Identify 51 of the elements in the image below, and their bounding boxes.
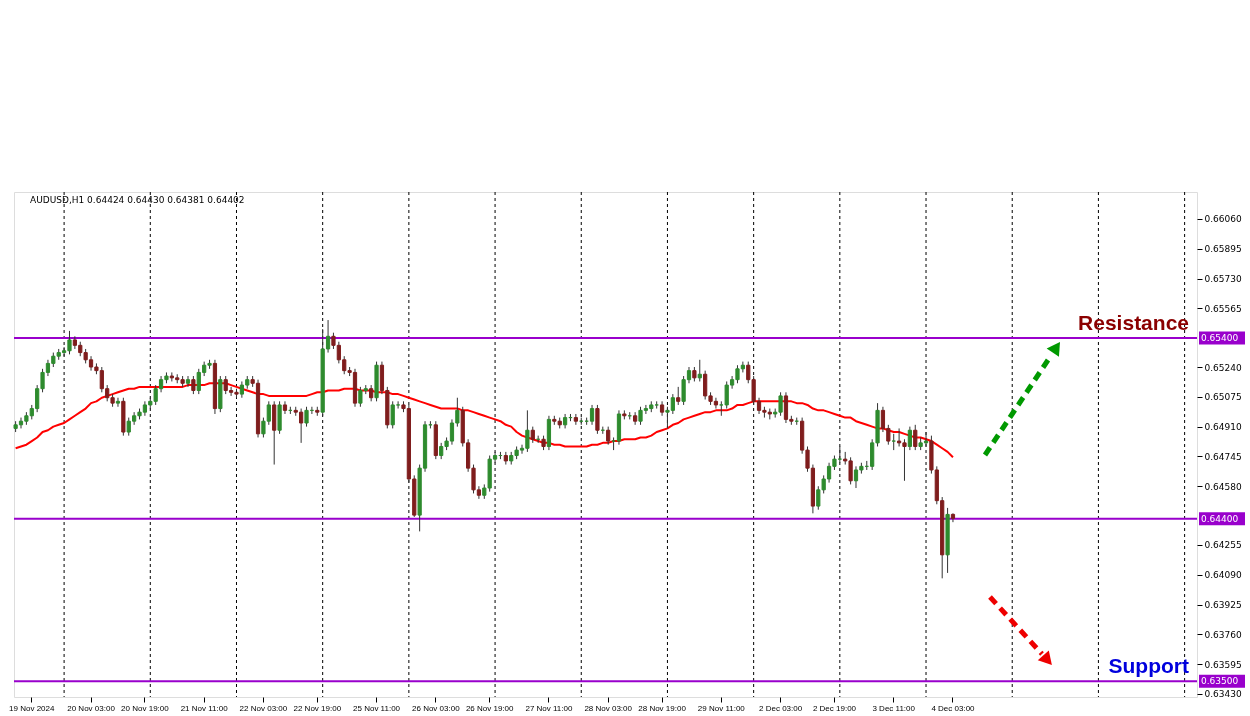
- candlestick: [676, 386, 681, 406]
- y-tick-label: 0.64255: [1204, 540, 1242, 551]
- y-tick-label: 0.63760: [1204, 629, 1242, 640]
- y-tick-label: 0.64090: [1204, 570, 1242, 581]
- x-tick-label: 28 Nov 03:00: [584, 703, 633, 713]
- candlestick: [907, 426, 912, 451]
- x-tick-label: 2 Dec 03:00: [759, 703, 803, 713]
- candlestick: [115, 397, 121, 408]
- candlestick: [633, 411, 638, 426]
- y-tick-label: 0.63430: [1204, 689, 1242, 700]
- y-tick-label: 0.63925: [1204, 600, 1242, 611]
- annotation: AUDUSD,H1 0.64424 0.64430 0.64381 0.64402: [30, 195, 245, 205]
- y-tick-label: 0.64580: [1204, 481, 1242, 492]
- x-tick-label: 20 Nov 03:00: [67, 703, 116, 713]
- x-tick-label: 2 Dec 19:00: [812, 703, 857, 713]
- candlestick: [282, 400, 288, 415]
- y-tick-label: 0.65730: [1204, 274, 1242, 285]
- x-tick-label: 29 Nov 11:00: [697, 703, 746, 713]
- x-tick-label: 21 Nov 11:00: [180, 703, 229, 713]
- x-tick-label: 22 Nov 19:00: [293, 703, 342, 713]
- x-tick-label: 26 Nov 03:00: [412, 703, 461, 713]
- candlestick: [573, 413, 578, 426]
- x-tick-label: 3 Dec 11:00: [872, 703, 916, 713]
- candlestick: [606, 426, 611, 446]
- y-tick-label: 0.63595: [1204, 659, 1242, 670]
- candlestick: [595, 404, 600, 435]
- x-tick-label: 22 Nov 03:00: [239, 703, 288, 713]
- annotation: Support: [1108, 654, 1190, 678]
- candlestick: [185, 375, 191, 388]
- ref-line-label: 0.65400: [1201, 333, 1239, 344]
- candlestick: [697, 359, 702, 382]
- y-tick-label: 0.65565: [1204, 303, 1242, 314]
- candlestick: [589, 404, 595, 426]
- x-tick-label: 4 Dec 03:00: [931, 703, 976, 713]
- x-tick-label: 26 Nov 19:00: [465, 703, 515, 713]
- y-tick-label: 0.65075: [1204, 392, 1242, 403]
- x-tick-label: 28 Nov 19:00: [638, 703, 687, 713]
- x-tick-label: 27 Nov 11:00: [525, 703, 573, 713]
- candlestick: [191, 375, 196, 395]
- x-tick-label: 25 Nov 11:00: [353, 703, 401, 713]
- ref-line-label: 0.64400: [1201, 513, 1239, 524]
- y-tick-label: 0.66060: [1204, 214, 1242, 225]
- ref-line-label: 0.63500: [1201, 676, 1239, 687]
- y-tick-label: 0.65240: [1204, 362, 1242, 373]
- x-tick-label: 20 Nov 19:00: [121, 703, 170, 713]
- y-tick-label: 0.64910: [1204, 422, 1242, 433]
- candlestick: [913, 424, 918, 451]
- annotation: Resistance: [1078, 311, 1189, 335]
- x-tick-label: 19 Nov 2024: [9, 703, 56, 713]
- y-tick-label: 0.65895: [1204, 244, 1242, 255]
- y-tick-label: 0.64745: [1204, 451, 1242, 462]
